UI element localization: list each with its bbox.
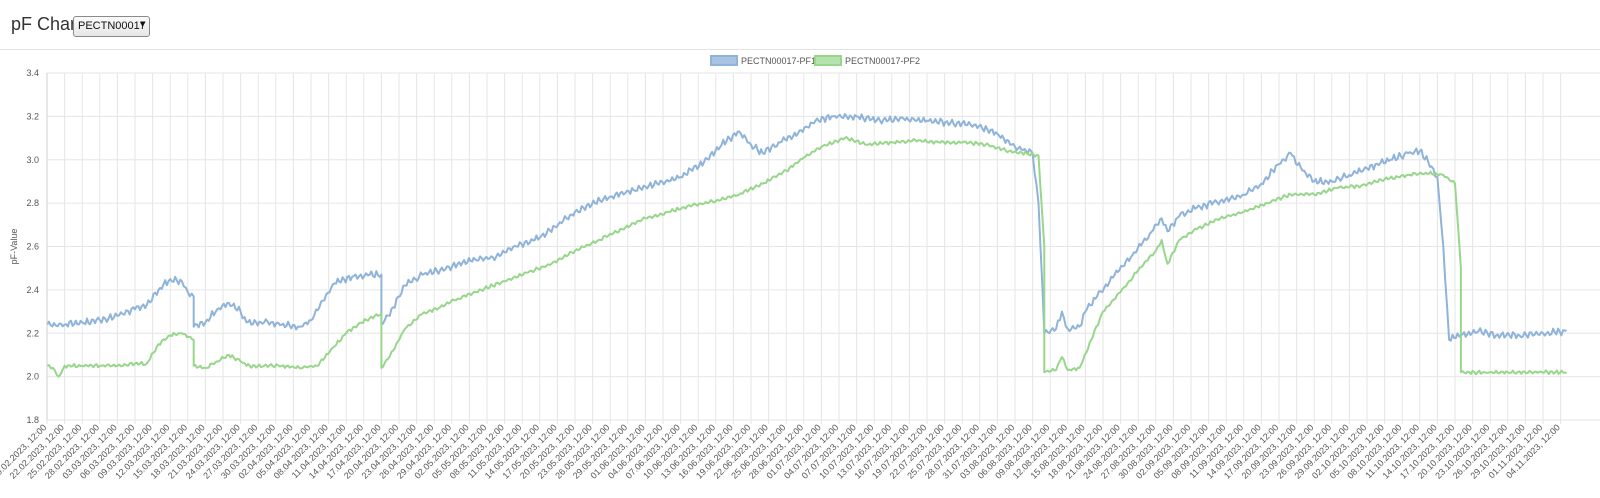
y-tick-label: 3.0 — [26, 155, 39, 165]
legend-label-2[interactable]: PECTN00017-PF2 — [845, 56, 920, 66]
y-tick-label: 3.2 — [26, 111, 39, 121]
chart-series — [46, 113, 1567, 378]
legend-swatch-1 — [710, 55, 738, 66]
chart-legend: PECTN00017-PF1 PECTN00017-PF2 — [710, 55, 920, 66]
y-tick-label: 1.8 — [26, 415, 39, 425]
chevron-down-icon: ▾ — [139, 19, 145, 30]
y-axis-title: pF-Value — [9, 229, 19, 265]
device-select-value: PECTN00017 — [78, 20, 146, 32]
y-tick-label: 2.4 — [26, 285, 39, 295]
y-tick-label: 2.0 — [26, 372, 39, 382]
page-title: pF Chart — [11, 14, 82, 34]
series-line-1 — [46, 113, 1567, 342]
chart-grid — [46, 72, 1600, 424]
legend-swatch-2 — [814, 55, 842, 66]
y-tick-label: 2.2 — [26, 328, 39, 338]
device-select[interactable]: PECTN00017 ▾ — [73, 16, 150, 37]
y-tick-label: 2.6 — [26, 242, 39, 252]
page-header: pF Chart PECTN00017 ▾ — [0, 0, 1600, 50]
y-tick-label: 3.4 — [26, 68, 39, 78]
pf-line-chart: 1.82.02.22.42.62.83.03.23.419.02.2023, 1… — [0, 55, 1600, 481]
series-line-2 — [46, 136, 1567, 378]
chart-axes: 1.82.02.22.42.62.83.03.23.419.02.2023, 1… — [0, 68, 1562, 481]
y-tick-label: 2.8 — [26, 198, 39, 208]
legend-label-1[interactable]: PECTN00017-PF1 — [741, 56, 816, 66]
